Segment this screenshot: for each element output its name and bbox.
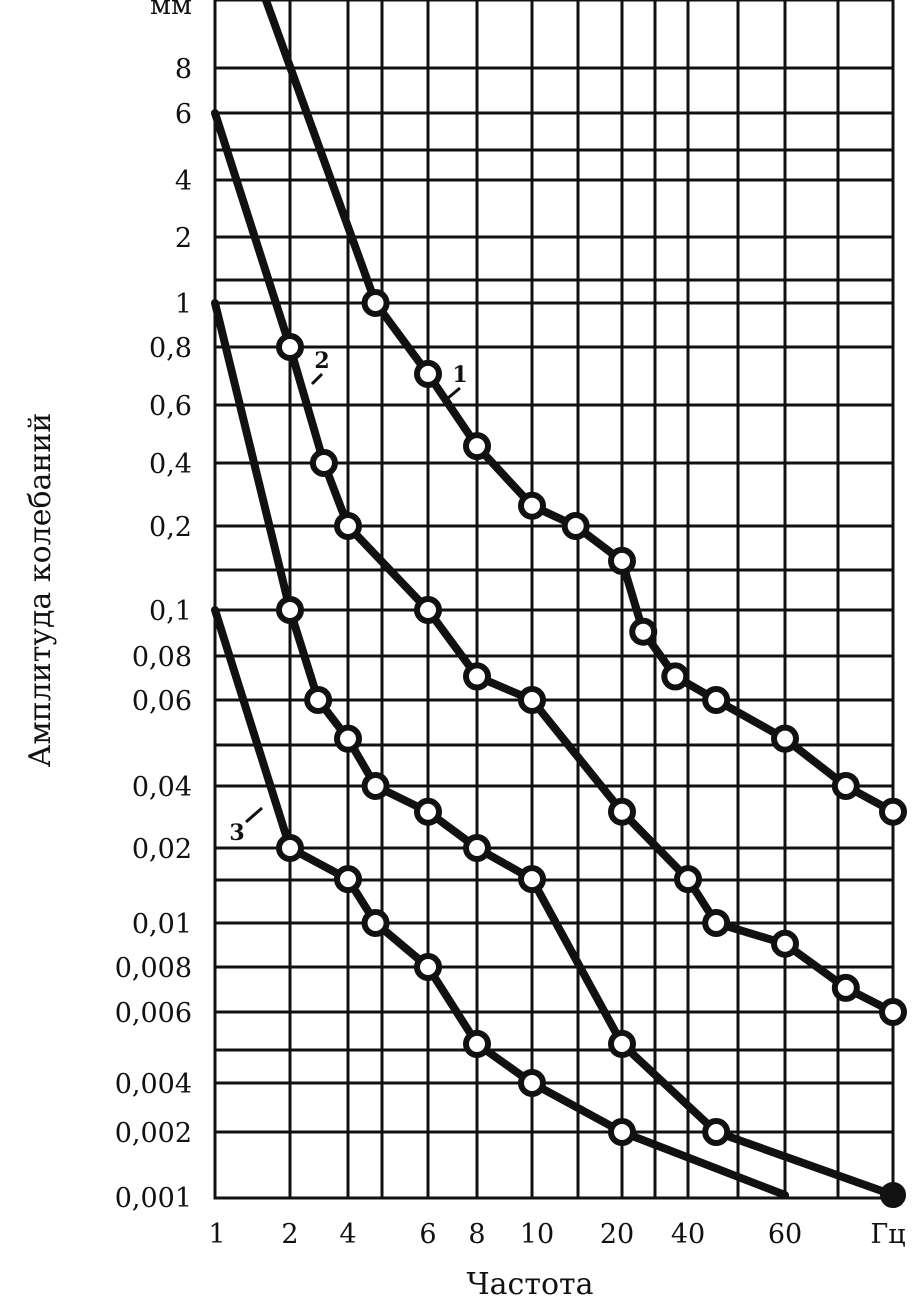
- data-point: [702, 1118, 731, 1146]
- data-point: [414, 359, 442, 388]
- series-labels: 1 2 3: [229, 348, 467, 846]
- y-tick-label: 2: [175, 223, 192, 254]
- data-point: [361, 772, 390, 800]
- data-point: [463, 432, 491, 461]
- tick-labels: 1 2 4 6 8 10 20 40 60 Гц мм 8 6 4 2 1 0,8 0,6 0,4 0,2 0,1 0,0…: [115, 0, 906, 1250]
- data-point: [414, 797, 442, 826]
- data-point: [276, 834, 304, 862]
- data-point: [361, 289, 390, 317]
- data-point: [608, 1118, 636, 1146]
- y-tick-label: 8: [175, 54, 192, 85]
- data-point: [771, 724, 799, 753]
- y-tick-label: 0,4: [149, 449, 192, 480]
- y-tick-label: мм: [150, 0, 192, 21]
- data-point: [518, 686, 546, 714]
- data-point: [880, 1182, 906, 1208]
- data-point: [561, 512, 590, 540]
- data-point: [608, 797, 636, 826]
- data-point: [334, 512, 362, 540]
- y-tick-label: 0,2: [149, 512, 192, 543]
- y-tick-label: 0,001: [115, 1183, 192, 1214]
- data-point: [879, 998, 907, 1026]
- series-label-leader: [310, 372, 324, 386]
- y-tick-label: 0,002: [115, 1118, 192, 1149]
- x-tick-label: 60: [768, 1219, 802, 1250]
- data-point: [304, 686, 333, 714]
- y-tick-label: 0,02: [132, 834, 192, 865]
- data-point: [414, 596, 442, 624]
- y-tick-label: 0,06: [132, 686, 192, 717]
- y-tick-label: 0,004: [115, 1069, 192, 1100]
- y-tick-label: 0,08: [132, 642, 192, 673]
- data-point: [831, 973, 860, 1002]
- data-point: [702, 686, 731, 714]
- data-point: [463, 662, 491, 691]
- y-tick-label: 0,1: [149, 596, 192, 627]
- y-tick-label: 0,01: [132, 909, 192, 940]
- x-tick-label: 2: [281, 1219, 298, 1250]
- data-point: [518, 491, 546, 520]
- data-point: [334, 724, 362, 753]
- data-point: [276, 333, 304, 361]
- data-point: [518, 865, 546, 894]
- y-axis-title: Амплитуда колебаний: [23, 413, 58, 768]
- series-label: 2: [314, 348, 329, 374]
- data-point: [831, 772, 860, 800]
- data-point: [276, 596, 304, 624]
- y-tick-label: 0,8: [149, 333, 192, 364]
- data-point: [661, 662, 690, 691]
- x-tick-label: 10: [520, 1219, 554, 1250]
- y-tick-label: 0,008: [115, 953, 192, 984]
- data-point: [309, 449, 338, 477]
- y-tick-label: 0,04: [132, 772, 192, 803]
- data-point: [463, 834, 491, 862]
- x-tick-label: 20: [600, 1219, 634, 1250]
- x-tick-label: 4: [339, 1219, 356, 1250]
- x-tick-label: Гц: [870, 1219, 905, 1250]
- data-point: [879, 797, 907, 826]
- series-lines: [211, 0, 907, 1208]
- plot-frame: [213, 0, 895, 1200]
- data-point: [674, 865, 702, 894]
- data-point: [629, 617, 658, 646]
- data-point: [518, 1069, 546, 1097]
- series-label: 1: [452, 362, 467, 388]
- data-point: [463, 1029, 491, 1058]
- x-tick-label: 8: [468, 1219, 485, 1250]
- y-tick-label: 1: [175, 289, 192, 320]
- series-label-leader: [245, 806, 263, 824]
- x-axis-title: Частота: [466, 1267, 593, 1302]
- series-label-leader: [447, 386, 461, 400]
- y-tick-label: 0,6: [149, 391, 192, 422]
- data-point: [608, 1029, 636, 1058]
- y-tick-label: 0,006: [115, 998, 192, 1029]
- y-tick-label: 6: [175, 99, 192, 130]
- series-label: 3: [229, 820, 244, 846]
- grid: [213, 0, 895, 1200]
- data-point: [361, 909, 390, 937]
- data-point: [414, 953, 442, 981]
- x-tick-label: 6: [419, 1219, 436, 1250]
- x-tick-label: 1: [208, 1219, 225, 1250]
- series-line: [211, 109, 897, 1016]
- data-point: [334, 865, 362, 894]
- y-tick-label: 4: [175, 166, 192, 197]
- data-point: [608, 546, 636, 575]
- data-point: [771, 929, 799, 958]
- data-point: [702, 909, 731, 937]
- x-tick-label: 40: [671, 1219, 705, 1250]
